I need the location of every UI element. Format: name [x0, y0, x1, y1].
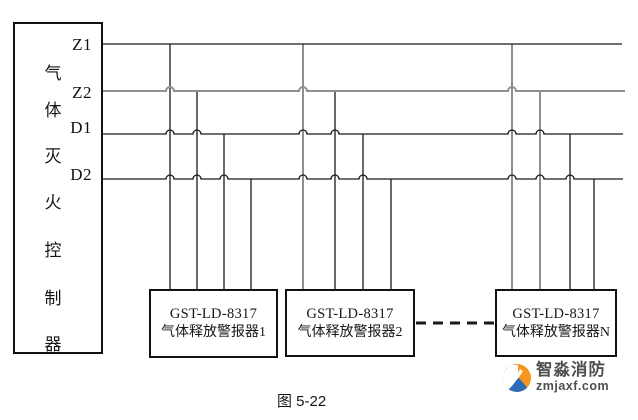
- bus-wire-d1: [103, 129, 623, 135]
- alarm-name-label: 气体释放警报器1: [161, 325, 266, 340]
- terminal-label-d2: D2: [70, 165, 92, 184]
- zhimiao-logo-icon: [503, 364, 531, 392]
- alarm-box-1: GST-LD-8317 气体释放警报器1: [149, 289, 278, 358]
- watermark: 智淼消防 zmjaxf.com: [502, 362, 609, 393]
- bus-wire-d2: [103, 174, 623, 180]
- controller-box: 气 体 灭 火 控 制 器: [13, 22, 103, 354]
- alarm-name-label: 气体释放警报器N: [501, 324, 611, 340]
- controller-char: 灭: [44, 147, 62, 166]
- bus-wire-z2: [103, 86, 625, 92]
- terminal-label-z2: Z2: [72, 83, 92, 102]
- controller-char: 气: [44, 64, 62, 83]
- controller-char: 器: [44, 335, 62, 354]
- terminal-label-d1: D1: [70, 118, 92, 137]
- controller-char: 制: [44, 289, 62, 308]
- watermark-site-text: zmjaxf.com: [536, 379, 610, 393]
- alarm-model-label: GST-LD-8317: [169, 306, 258, 322]
- alarm-model-label: GST-LD-8317: [306, 305, 394, 322]
- alarm-box-n: GST-LD-8317 气体释放警报器N: [495, 289, 617, 357]
- figure-caption: 图 5-22: [277, 393, 327, 410]
- controller-char: 体: [44, 101, 62, 120]
- controller-char: 控: [44, 241, 62, 260]
- terminal-label-z1: Z1: [72, 35, 92, 54]
- wire-lines: [103, 43, 625, 325]
- alarm-model-label: GST-LD-8317: [512, 305, 600, 322]
- alarm-box-2: GST-LD-8317 气体释放警报器2: [285, 289, 415, 357]
- controller-char: 火: [44, 193, 62, 212]
- watermark-brand-text: 智淼消防: [536, 361, 606, 379]
- alarm-name-label: 气体释放警报器2: [297, 324, 403, 340]
